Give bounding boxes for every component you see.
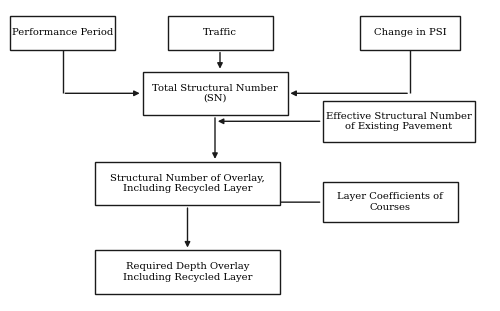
FancyBboxPatch shape bbox=[168, 16, 272, 50]
Text: Structural Number of Overlay,
Including Recycled Layer: Structural Number of Overlay, Including … bbox=[110, 174, 265, 193]
FancyBboxPatch shape bbox=[10, 16, 115, 50]
Text: Change in PSI: Change in PSI bbox=[374, 28, 446, 37]
FancyBboxPatch shape bbox=[95, 250, 280, 294]
Text: Total Structural Number
(SN): Total Structural Number (SN) bbox=[152, 84, 278, 103]
Text: Performance Period: Performance Period bbox=[12, 28, 113, 37]
Text: Layer Coefficients of
Courses: Layer Coefficients of Courses bbox=[337, 193, 443, 212]
Text: Effective Structural Number
of Existing Pavement: Effective Structural Number of Existing … bbox=[326, 112, 472, 131]
FancyBboxPatch shape bbox=[322, 182, 458, 222]
FancyBboxPatch shape bbox=[95, 162, 280, 205]
FancyBboxPatch shape bbox=[360, 16, 460, 50]
FancyBboxPatch shape bbox=[142, 72, 288, 115]
Text: Traffic: Traffic bbox=[203, 28, 237, 37]
Text: Required Depth Overlay
Including Recycled Layer: Required Depth Overlay Including Recycle… bbox=[123, 262, 252, 282]
FancyBboxPatch shape bbox=[322, 101, 475, 142]
